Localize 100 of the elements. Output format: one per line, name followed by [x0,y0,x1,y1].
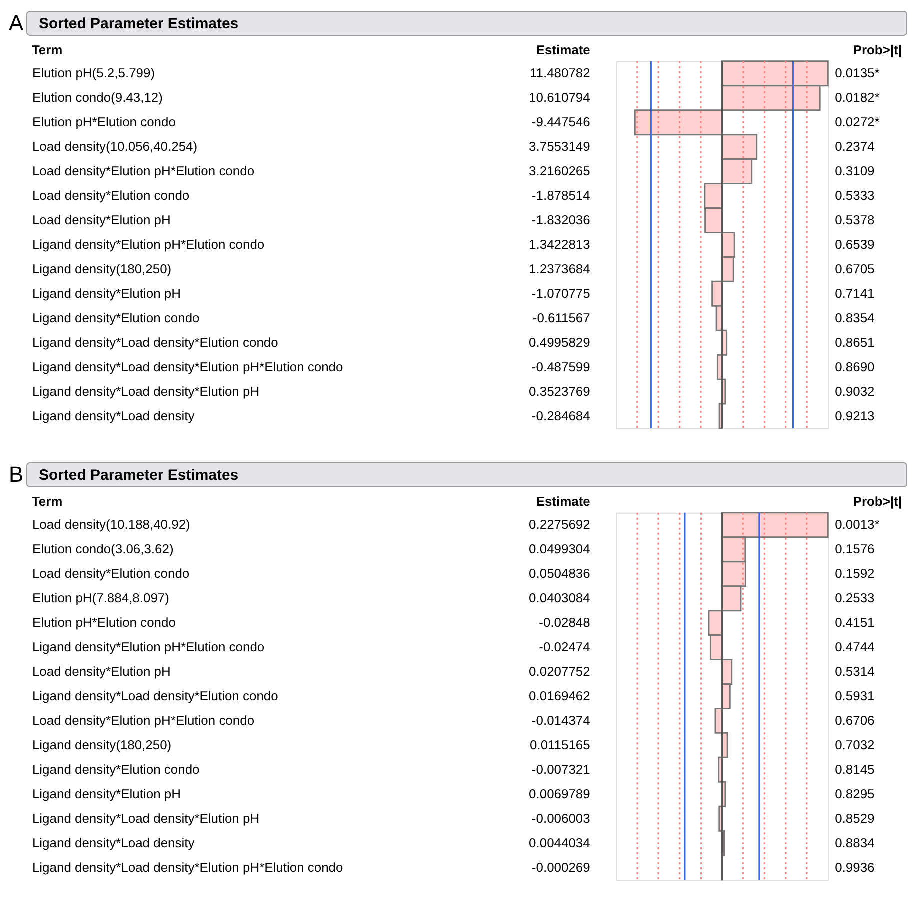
data-label: -1.832036 [532,212,590,228]
y-tick-label: Ligand density(180,250) [32,261,172,276]
text: 0.1592 [835,566,875,582]
data-label: -0.02848 [539,615,590,630]
y-tick-label: Elution pH*Elution condo [32,615,176,630]
data-label: -0.006003 [532,810,590,826]
text: 0.2374 [835,139,875,154]
y-tick-label: Elution pH(7.884,8.097) [32,590,170,606]
y-tick-label: Ligand density*Elution pH [32,286,181,301]
text: 0.6706 [835,712,875,728]
data-label: -0.611567 [532,310,590,326]
y-tick-label: Ligand density*Load density*Elution condo [32,334,278,350]
data-label: -0.000269 [532,860,590,875]
y-axis-title: Term [32,42,63,58]
data-label: 11.480782 [530,66,590,81]
data-label: 0.0403084 [529,590,590,606]
text: 0.6705 [835,261,875,276]
data-label: -0.014374 [532,712,590,728]
y-tick-label: Ligand density*Load density*Elution pH*Elution condo [32,860,344,875]
data-label: 1.2373684 [529,261,590,276]
text: 0.9213 [835,408,875,424]
data-label: -0.487599 [532,359,590,374]
text: 0.8651 [835,334,875,350]
data-label: 0.4995829 [529,334,590,350]
y-tick-label: Load density*Elution pH*Elution condo [32,712,255,728]
data-label: -1.070775 [532,286,590,301]
text: 0.8690 [835,359,875,374]
text: 0.4151 [835,615,875,630]
text: 0.5314 [835,664,875,679]
data-label: 0.0044034 [529,835,590,850]
text: 0.9032 [835,384,875,399]
text: 0.0013* [835,517,880,532]
y-tick-label: Elution pH(5.2,5.799) [32,66,156,81]
y-tick-label: Ligand density*Load density*Elution condo [32,688,278,704]
y-axis-title: Term [32,494,63,509]
text: 0.7141 [835,286,875,301]
y-tick-label: Ligand density*Load density*Elution pH [32,810,260,826]
data-label: 0.0069789 [529,786,590,802]
data-label: 3.2160265 [529,164,590,179]
text: Prob>|t| [853,42,902,58]
y-tick-label: Ligand density(180,250) [32,737,172,752]
y-tick-label: Ligand density*Load density*Elution pH*Elution condo [32,359,344,374]
text: 0.7032 [835,737,875,752]
text: 0.8354 [835,310,875,326]
text: 0.0135* [835,66,880,81]
y-tick-label: Load density*Elution pH [32,212,171,228]
y-tick-label: Elution pH*Elution condo [32,114,176,130]
text: 0.5931 [835,688,875,704]
y-tick-label: Load density*Elution condo [32,566,190,582]
y-tick-label: Load density*Elution pH*Elution condo [32,164,255,179]
y-tick-label: Ligand density*Elution pH*Elution condo [32,236,265,252]
text: 0.6539 [835,236,875,252]
text: Estimate [536,494,590,509]
text: 0.3109 [835,164,875,179]
y-tick-label: Ligand density*Elution pH [32,786,181,802]
data-label: 10.610794 [529,90,590,106]
data-label: 0.0207752 [529,664,590,679]
text: 0.8145 [835,762,875,777]
text: 0.9936 [835,860,875,875]
text: 0.5333 [835,188,875,204]
data-label: 1.3422813 [529,236,590,252]
data-label: 0.0499304 [529,542,590,557]
text: 0.2533 [835,590,875,606]
y-tick-label: Load density(10.056,40.254) [32,139,198,154]
data-label: -0.284684 [532,408,590,424]
y-tick-label: Elution condo(3.06,3.62) [32,542,174,557]
data-label: -9.447546 [532,114,590,130]
text: Prob>|t| [853,494,902,509]
data-label: 0.3523769 [529,384,590,399]
text: 0.5378 [835,212,875,228]
text: B [8,462,24,487]
y-tick-label: Load density(10.188,40.92) [32,517,190,532]
data-label: -1.878514 [532,188,590,204]
data-label: 0.0169462 [529,688,590,704]
text: Sorted Parameter Estimates [38,466,239,484]
y-tick-label: Ligand density*Load density [32,408,196,424]
text: A [8,10,24,36]
data-label: 3.7553149 [529,139,590,154]
text: 0.8529 [835,810,875,826]
text: 0.8295 [835,786,875,802]
y-tick-label: Ligand density*Elution condo [32,310,200,326]
text: Sorted Parameter Estimates [38,15,239,32]
y-tick-label: Load density*Elution pH [32,664,171,679]
y-tick-label: Ligand density*Load density [32,835,196,850]
y-tick-label: Elution condo(9.43,12) [32,90,163,106]
text: 0.8834 [835,835,875,850]
data-label: -0.02474 [539,640,590,655]
text: 0.1576 [835,542,875,557]
y-tick-label: Load density*Elution condo [32,188,190,204]
text: Estimate [536,42,590,58]
text: 0.0182* [835,90,880,106]
data-label: 0.2275692 [529,517,590,532]
data-label: 0.0115165 [530,737,590,752]
text: 0.4744 [835,640,875,655]
y-tick-label: Ligand density*Elution condo [32,762,200,777]
y-tick-label: Ligand density*Load density*Elution pH [32,384,260,399]
y-tick-label: Ligand density*Elution pH*Elution condo [32,640,265,655]
text: 0.0272* [835,114,880,130]
data-label: -0.007321 [532,762,590,777]
data-label: 0.0504836 [529,566,590,582]
